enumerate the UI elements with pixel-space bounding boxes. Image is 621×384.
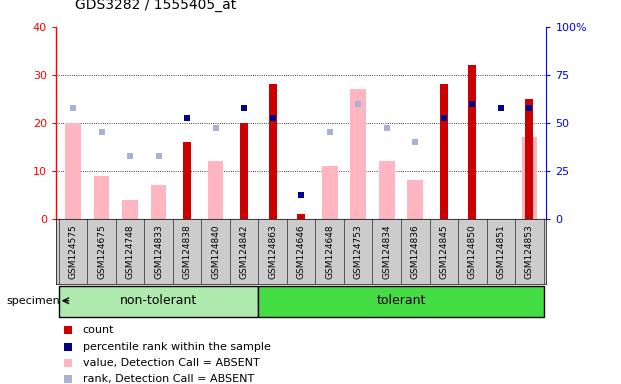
Bar (208, 161, 224, 219)
Text: count: count (83, 326, 114, 336)
Text: non-tolerant: non-tolerant (120, 294, 197, 307)
Bar (322, 166, 338, 219)
Text: GSM124853: GSM124853 (525, 224, 534, 279)
Bar (407, 180, 423, 219)
Bar (350, 89, 366, 219)
Text: GSM124833: GSM124833 (154, 224, 163, 279)
Text: GSM124842: GSM124842 (240, 224, 248, 279)
Text: GSM124851: GSM124851 (496, 224, 505, 279)
Text: tolerant: tolerant (376, 294, 426, 307)
Text: GSM124675: GSM124675 (97, 224, 106, 279)
Text: GSM124648: GSM124648 (325, 224, 334, 279)
Text: rank, Detection Call = ABSENT: rank, Detection Call = ABSENT (83, 374, 254, 384)
Bar (468, 65, 476, 219)
Text: GSM124575: GSM124575 (68, 224, 78, 279)
Bar (59, 286, 258, 317)
Bar (269, 84, 276, 219)
Bar (183, 142, 191, 219)
Bar (151, 185, 166, 219)
Text: GSM124850: GSM124850 (468, 224, 477, 279)
Text: specimen: specimen (6, 296, 60, 306)
Text: GSM124753: GSM124753 (354, 224, 363, 279)
Bar (65, 123, 81, 219)
Bar (522, 137, 537, 219)
Text: GSM124845: GSM124845 (439, 224, 448, 279)
Text: GSM124838: GSM124838 (183, 224, 192, 279)
Bar (379, 161, 394, 219)
Bar (258, 286, 543, 317)
Text: GSM124748: GSM124748 (125, 224, 135, 279)
Bar (525, 99, 533, 219)
Text: percentile rank within the sample: percentile rank within the sample (83, 342, 271, 352)
Text: value, Detection Call = ABSENT: value, Detection Call = ABSENT (83, 358, 260, 368)
Bar (122, 200, 138, 219)
Bar (297, 214, 305, 219)
Text: GSM124836: GSM124836 (410, 224, 420, 279)
Text: GSM124863: GSM124863 (268, 224, 277, 279)
Text: GDS3282 / 1555405_at: GDS3282 / 1555405_at (75, 0, 236, 12)
Text: GSM124840: GSM124840 (211, 224, 220, 279)
Text: GSM124834: GSM124834 (383, 224, 391, 279)
Bar (94, 176, 109, 219)
Text: GSM124646: GSM124646 (297, 224, 306, 279)
Bar (440, 84, 448, 219)
Bar (240, 123, 248, 219)
